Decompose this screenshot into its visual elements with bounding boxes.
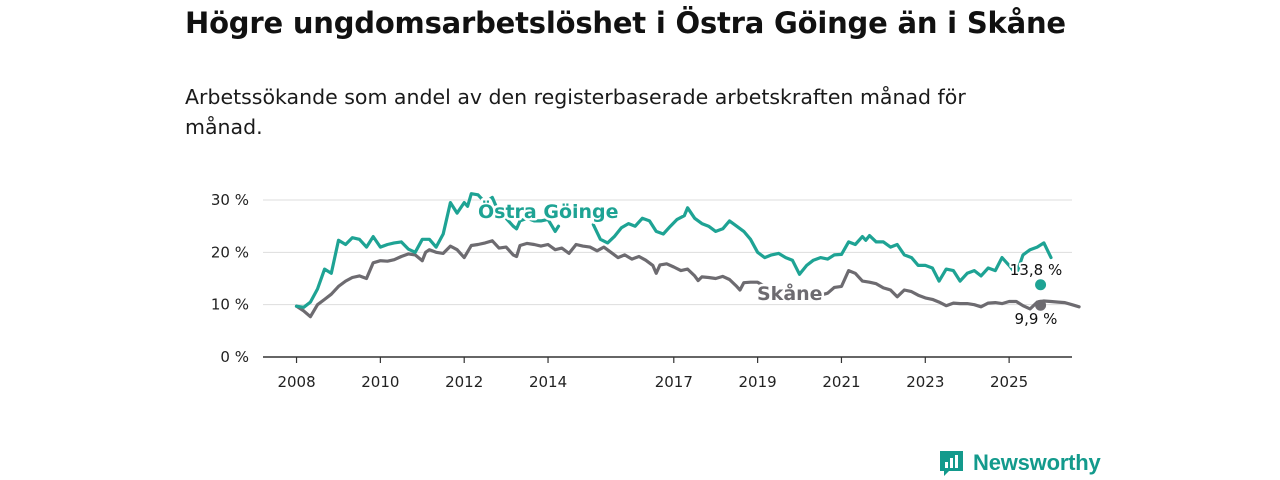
skane-end-dot: [1035, 299, 1047, 311]
ostra-goinge-line: [294, 192, 1053, 309]
chart-title: Högre ungdomsarbetslöshet i Östra Göinge…: [185, 6, 1066, 40]
x-tick-label: 2010: [361, 373, 399, 391]
x-tick-label: 2014: [529, 373, 567, 391]
series-lines: [294, 192, 1081, 319]
x-tick-label: 2025: [990, 373, 1028, 391]
ostra-goinge-series-label: Östra Göinge: [478, 199, 619, 223]
ostra-goinge-end-label: 13,8 %: [1010, 261, 1062, 279]
newsworthy-logo-icon: [940, 451, 963, 476]
gridlines: [263, 199, 1072, 306]
y-tick-label: 0 %: [220, 348, 249, 366]
x-tick-label: 2019: [739, 373, 777, 391]
y-tick-label: 10 %: [211, 296, 249, 314]
y-tick-label: 30 %: [211, 191, 249, 209]
skane-series-label: Skåne: [757, 281, 823, 305]
skane-line: [294, 239, 1081, 319]
y-tick-label: 20 %: [211, 243, 249, 261]
brand-logo: Newsworthy: [938, 449, 1101, 477]
x-tick-label: 2012: [445, 373, 483, 391]
x-tick-label: 2008: [277, 373, 315, 391]
brand-name: Newsworthy: [973, 450, 1101, 475]
x-axis: 2008 2010 2012 2014 2017 2019 2021 2023 2025: [263, 356, 1072, 391]
chart-subtitle: Arbetssökande som andel av den registerb…: [185, 85, 966, 139]
skane-end-label: 9,9 %: [1015, 310, 1058, 328]
y-axis: 0 % 10 % 20 % 30 %: [211, 191, 249, 366]
x-tick-label: 2023: [906, 373, 944, 391]
x-tick-label: 2021: [822, 373, 860, 391]
ostra-goinge-end-dot: [1035, 279, 1047, 291]
series-labels: Östra Göinge Skåne 13,8 % 9,9 %: [476, 197, 1065, 331]
x-tick-label: 2017: [655, 373, 693, 391]
line-chart: 0 % 10 % 20 % 30 % 2008 2010 2012 2014 2017 2019…: [211, 191, 1081, 391]
